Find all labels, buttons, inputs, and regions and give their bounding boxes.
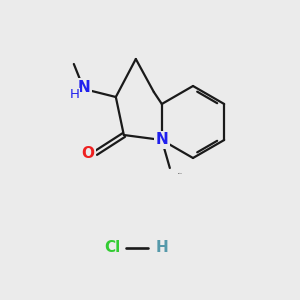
Text: H: H	[70, 88, 80, 101]
Text: H: H	[156, 241, 168, 256]
Text: N: N	[77, 80, 90, 94]
Text: N: N	[155, 133, 168, 148]
Text: O: O	[81, 146, 94, 160]
Text: Cl: Cl	[104, 241, 120, 256]
Text: methyl: methyl	[177, 172, 182, 174]
